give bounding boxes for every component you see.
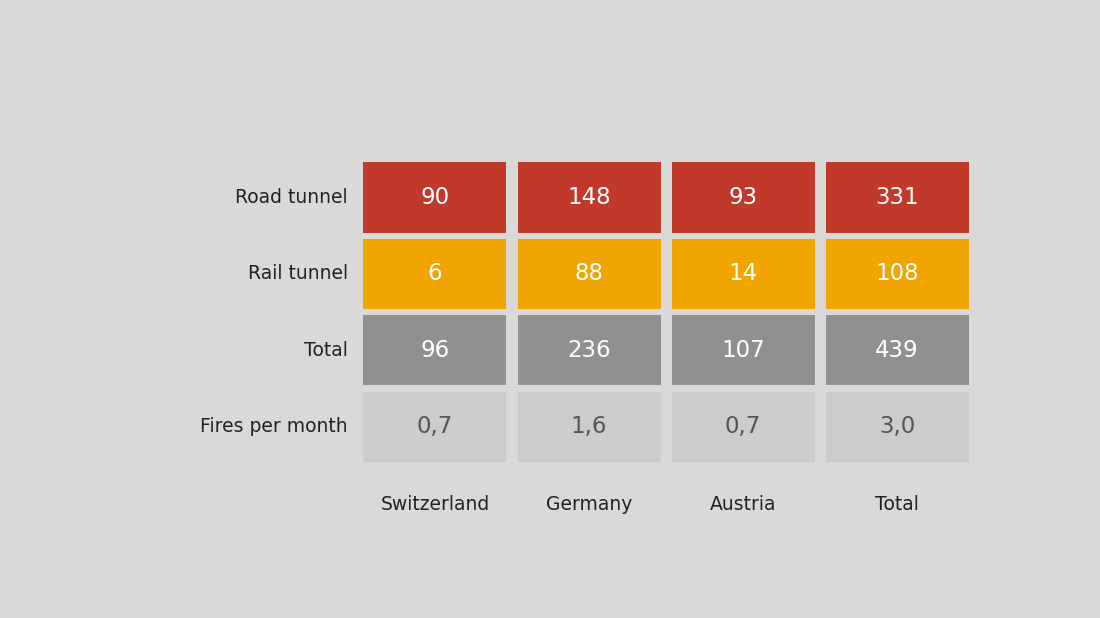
Text: Total: Total <box>876 495 920 514</box>
Bar <box>517 392 660 462</box>
Text: 148: 148 <box>568 186 611 209</box>
Text: 1,6: 1,6 <box>571 415 607 438</box>
Bar <box>363 162 506 232</box>
Bar <box>517 162 660 232</box>
Text: Switzerland: Switzerland <box>381 495 490 514</box>
Text: Austria: Austria <box>710 495 777 514</box>
Text: 108: 108 <box>876 263 918 286</box>
Text: 88: 88 <box>574 263 604 286</box>
Bar <box>517 315 660 386</box>
Text: Rail tunnel: Rail tunnel <box>248 265 348 283</box>
Text: 6: 6 <box>428 263 442 286</box>
Bar <box>672 162 815 232</box>
Text: Germany: Germany <box>546 495 632 514</box>
Bar <box>672 315 815 386</box>
Text: 93: 93 <box>728 186 758 209</box>
Text: 107: 107 <box>722 339 764 362</box>
Text: 14: 14 <box>728 263 758 286</box>
Text: 236: 236 <box>568 339 611 362</box>
Text: 3,0: 3,0 <box>879 415 915 438</box>
Text: 439: 439 <box>876 339 918 362</box>
Bar <box>517 239 660 309</box>
Bar <box>826 239 969 309</box>
Text: Road tunnel: Road tunnel <box>235 188 348 207</box>
Bar <box>826 315 969 386</box>
Text: Fires per month: Fires per month <box>200 417 348 436</box>
Text: 90: 90 <box>420 186 450 209</box>
Bar <box>826 162 969 232</box>
Bar <box>363 315 506 386</box>
Bar <box>672 239 815 309</box>
Bar <box>672 392 815 462</box>
Text: Total: Total <box>305 341 348 360</box>
Bar <box>363 392 506 462</box>
Text: 96: 96 <box>420 339 450 362</box>
Text: 0,7: 0,7 <box>725 415 761 438</box>
Bar <box>363 239 506 309</box>
Text: 0,7: 0,7 <box>417 415 453 438</box>
Bar <box>826 392 969 462</box>
Text: 331: 331 <box>876 186 918 209</box>
